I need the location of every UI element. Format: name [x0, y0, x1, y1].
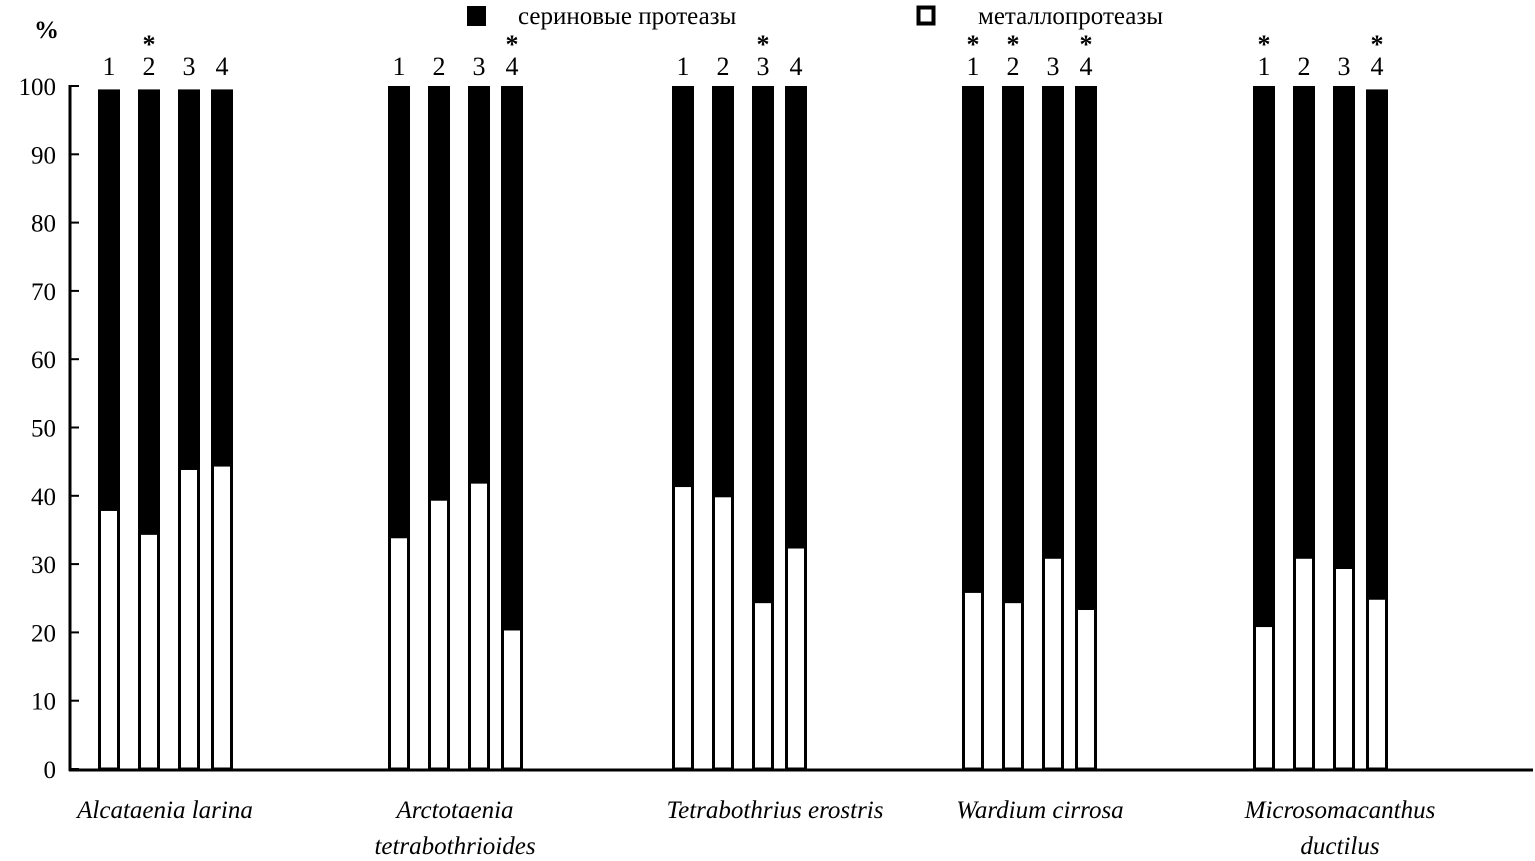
bar-segment-metallo	[712, 494, 734, 771]
bar-number-label: 1	[1258, 52, 1271, 81]
bar-number-label: 2	[143, 52, 156, 81]
bar-segment-serine	[962, 86, 984, 592]
bar-number-label: 3	[1338, 52, 1351, 81]
bar-segment-serine	[1366, 89, 1388, 599]
bar-segment-metallo	[672, 484, 694, 771]
y-tick-label: 50	[31, 416, 56, 443]
significance-asterisk: *	[143, 30, 156, 59]
bar-number-label: 1	[103, 52, 116, 81]
bar-segment-serine	[1075, 86, 1097, 609]
bar-segment-serine	[178, 89, 200, 469]
y-tick-label: 70	[31, 279, 56, 306]
bar-segment-metallo	[1293, 555, 1315, 771]
bar-number-label: 3	[1047, 52, 1060, 81]
bar-segment-serine	[1333, 86, 1355, 568]
bar-segment-metallo	[962, 589, 984, 771]
y-tick-label: 10	[31, 689, 56, 716]
bar-segment-serine	[752, 86, 774, 602]
bar-segment-metallo	[752, 600, 774, 771]
bar-segment-metallo	[178, 466, 200, 771]
bar-segment-metallo	[1042, 555, 1064, 771]
y-tick-label: 30	[31, 552, 56, 579]
significance-asterisk: *	[1258, 30, 1271, 59]
y-axis-label: %	[34, 17, 59, 44]
group-label: ductilus	[1300, 833, 1379, 860]
bar-number-label: 3	[757, 52, 770, 81]
legend-swatch-serine	[467, 6, 486, 26]
bar-number-label: 1	[393, 52, 406, 81]
bar-segment-metallo	[428, 497, 450, 771]
group-labels: Alcataenia larina Arctotaenia tetrabothrio…	[75, 797, 1435, 860]
bar-segment-metallo	[211, 463, 233, 771]
bar-segment-metallo	[98, 507, 120, 771]
bar-segment-serine	[428, 86, 450, 500]
y-tick-label: 0	[44, 757, 57, 784]
group-label: Microsomacanthus	[1244, 797, 1436, 824]
bar-segment-serine	[1042, 86, 1064, 558]
significance-asterisk: *	[967, 30, 980, 59]
bar-segment-metallo	[138, 531, 160, 771]
bar-segment-metallo	[785, 545, 807, 771]
y-tick-label: 100	[19, 74, 57, 101]
bar-segment-metallo	[1002, 600, 1024, 771]
bar-segment-serine	[138, 89, 160, 534]
bar-number-label: 2	[1007, 52, 1020, 81]
bar-labels: 1 2*3 4 1 2 3 4*1 2 3*4 1*2*3 4*1*2 3 4*	[103, 30, 1384, 81]
bar-segment-metallo	[1333, 566, 1355, 771]
significance-asterisk: *	[506, 30, 519, 59]
group-label: Alcataenia larina	[75, 797, 253, 824]
group-label: tetrabothrioides	[374, 833, 535, 860]
bar-number-label: 2	[433, 52, 446, 81]
bar-number-label: 4	[506, 52, 519, 81]
bar-number-label: 2	[717, 52, 730, 81]
significance-asterisk: *	[757, 30, 770, 59]
legend-label-serine: сериновые протеазы	[518, 3, 737, 30]
bar-segment-serine	[672, 86, 694, 486]
bar-segment-serine	[1002, 86, 1024, 602]
bar-segment-serine	[468, 86, 490, 483]
y-tick-label: 90	[31, 142, 56, 169]
bar-segment-serine	[98, 89, 120, 510]
y-tick-label: 40	[31, 484, 56, 511]
group-label: Arctotaenia	[394, 797, 513, 824]
bar-segment-metallo	[468, 480, 490, 771]
y-axis: 0 10 20 30 40 50 60 70 80 90 100	[19, 74, 1533, 784]
legend-swatch-metallo	[916, 5, 936, 26]
bar-segment-metallo	[1253, 624, 1275, 771]
bar-segment-metallo	[501, 627, 523, 771]
bar-segment-serine	[1253, 86, 1275, 626]
bar-number-label: 3	[183, 52, 196, 81]
bar-number-label: 3	[473, 52, 486, 81]
y-tick-label: 20	[31, 620, 56, 647]
bar-number-label: 1	[967, 52, 980, 81]
bar-number-label: 2	[1298, 52, 1311, 81]
significance-asterisk: *	[1007, 30, 1020, 59]
bar-number-label: 4	[216, 52, 229, 81]
y-tick-label: 60	[31, 347, 56, 374]
bar-segment-metallo	[388, 535, 410, 771]
significance-asterisk: *	[1080, 30, 1093, 59]
significance-asterisk: *	[1371, 30, 1384, 59]
bar-segment-serine	[785, 86, 807, 548]
bar-segment-serine	[712, 86, 734, 496]
bar-segment-serine	[1293, 86, 1315, 558]
bars	[98, 86, 1388, 771]
group-label: Wardium cirrosa	[956, 797, 1123, 824]
bar-number-label: 4	[1080, 52, 1093, 81]
legend-label-metallo: металлопротеазы	[978, 3, 1163, 30]
bar-number-label: 1	[677, 52, 690, 81]
bar-number-label: 4	[1371, 52, 1384, 81]
group-label: Tetrabothrius erostris	[667, 797, 884, 824]
bar-segment-serine	[501, 86, 523, 629]
bar-segment-metallo	[1366, 596, 1388, 771]
bar-segment-serine	[211, 89, 233, 466]
bar-segment-serine	[388, 86, 410, 537]
bar-number-label: 4	[790, 52, 803, 81]
y-tick-label: 80	[31, 211, 56, 238]
bar-segment-metallo	[1075, 606, 1097, 771]
legend: сериновые протеазы металлопротеазы	[467, 3, 1163, 30]
